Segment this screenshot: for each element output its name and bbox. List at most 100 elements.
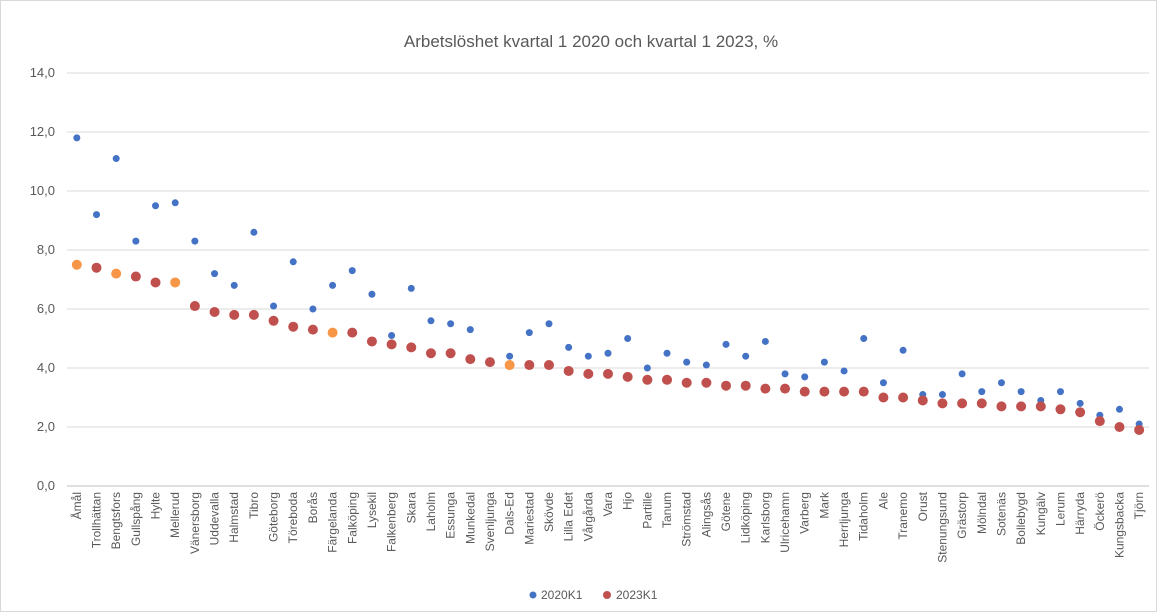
- point-2023k1: [1114, 422, 1125, 432]
- x-tick-label: Tjörn: [1132, 492, 1146, 519]
- point-2020k1: [722, 340, 730, 348]
- legend-marker-2020k1: [529, 591, 537, 599]
- point-2023k1: [130, 271, 141, 282]
- point-2020k1: [938, 391, 946, 399]
- point-2023k1: [504, 360, 515, 371]
- y-tick-label: 12,0: [30, 124, 55, 139]
- x-tick-label: Munkedal: [463, 492, 477, 544]
- x-tick-label: Åmål: [69, 492, 84, 519]
- point-2023k1: [71, 259, 82, 270]
- legend-label-2020k1: 2020K1: [541, 588, 583, 602]
- point-2023k1: [839, 386, 850, 397]
- x-tick-label: Uddevalla: [208, 492, 222, 546]
- x-tick-label: Tanum: [660, 492, 674, 528]
- gridlines: [67, 72, 1149, 487]
- point-2020k1: [191, 237, 199, 245]
- x-tick-label: Härryda: [1073, 492, 1087, 535]
- x-tick-label: Göteborg: [267, 492, 281, 542]
- y-tick-label: 10,0: [30, 183, 55, 198]
- point-2020k1: [604, 349, 612, 357]
- point-2023k1: [327, 327, 338, 338]
- point-2020k1: [565, 343, 573, 351]
- x-tick-label: Mellerud: [168, 492, 182, 538]
- point-2020k1: [742, 352, 750, 360]
- point-2023k1: [740, 380, 751, 391]
- point-2023k1: [307, 324, 318, 335]
- point-2023k1: [642, 374, 653, 385]
- point-2023k1: [445, 348, 456, 359]
- point-2020k1: [997, 379, 1005, 387]
- x-tick-label: Borås: [306, 492, 320, 523]
- point-2020k1: [309, 305, 317, 313]
- point-2020k1: [368, 290, 376, 298]
- x-tick-label: Ale: [876, 492, 890, 510]
- x-tick-label: Laholm: [424, 492, 438, 531]
- point-2023k1: [819, 386, 830, 397]
- point-2020k1: [289, 258, 297, 266]
- x-tick-label: Falkenberg: [385, 492, 399, 552]
- point-2023k1: [701, 377, 712, 388]
- x-tick-label: Lysekil: [365, 492, 379, 528]
- y-tick-label: 6,0: [37, 301, 55, 316]
- point-2023k1: [543, 360, 554, 371]
- x-tick-label: Tranemo: [896, 492, 910, 540]
- point-2023k1: [603, 368, 613, 379]
- point-2020k1: [663, 349, 671, 357]
- point-2023k1: [1016, 401, 1027, 412]
- legend-label-2023k1: 2023K1: [616, 588, 658, 602]
- point-2020k1: [1115, 405, 1123, 413]
- data-points: [71, 134, 1145, 435]
- point-2023k1: [662, 374, 673, 385]
- point-2020k1: [702, 361, 710, 369]
- x-axis-ticks: Åmål Trollhättan Bengtsfors Gullspång Hylte M…: [69, 491, 1146, 563]
- x-tick-label: Kungälv: [1034, 492, 1048, 535]
- point-2020k1: [860, 335, 868, 342]
- point-2023k1: [386, 339, 397, 350]
- y-tick-label: 14,0: [30, 65, 55, 80]
- point-2023k1: [563, 365, 574, 376]
- x-tick-label: Öckerö: [1093, 492, 1107, 531]
- x-tick-label: Kungsbacka: [1112, 492, 1126, 558]
- x-tick-label: Lidköping: [739, 492, 753, 543]
- x-tick-label: Gullspång: [129, 492, 143, 546]
- point-2023k1: [583, 368, 594, 379]
- point-2023k1: [996, 401, 1007, 412]
- point-2020k1: [388, 332, 396, 340]
- point-2023k1: [150, 277, 161, 288]
- x-tick-label: Hylte: [149, 492, 163, 520]
- point-2020k1: [1076, 399, 1084, 407]
- point-2023k1: [799, 386, 810, 397]
- point-2023k1: [898, 392, 909, 403]
- point-2020k1: [545, 320, 553, 328]
- point-2023k1: [1035, 401, 1046, 412]
- point-2023k1: [721, 380, 732, 391]
- x-tick-label: Skara: [404, 492, 418, 524]
- x-tick-label: Götene: [719, 492, 733, 532]
- point-2023k1: [425, 348, 436, 359]
- x-tick-label: Lilla Edet: [562, 491, 576, 541]
- point-2020k1: [683, 358, 691, 366]
- x-tick-label: Vårgårda: [581, 492, 595, 542]
- x-tick-label: Färgelanda: [326, 492, 340, 553]
- point-2020k1: [978, 388, 986, 396]
- point-2023k1: [189, 301, 200, 312]
- point-2023k1: [111, 268, 122, 279]
- point-2023k1: [248, 309, 259, 320]
- point-2023k1: [406, 342, 417, 353]
- point-2020k1: [624, 335, 632, 342]
- y-tick-label: 0,0: [37, 478, 55, 493]
- point-2023k1: [622, 371, 633, 382]
- point-2023k1: [288, 321, 299, 332]
- point-2020k1: [73, 134, 81, 142]
- x-tick-label: Essunga: [444, 492, 458, 539]
- y-tick-label: 8,0: [37, 242, 55, 257]
- point-2020k1: [152, 202, 160, 210]
- x-tick-label: Mariestad: [522, 492, 536, 545]
- x-tick-label: Töreboda: [286, 492, 300, 544]
- x-tick-label: Karlsborg: [758, 492, 772, 543]
- point-2020k1: [112, 155, 120, 163]
- x-tick-label: Orust: [916, 491, 930, 521]
- point-2023k1: [366, 336, 377, 347]
